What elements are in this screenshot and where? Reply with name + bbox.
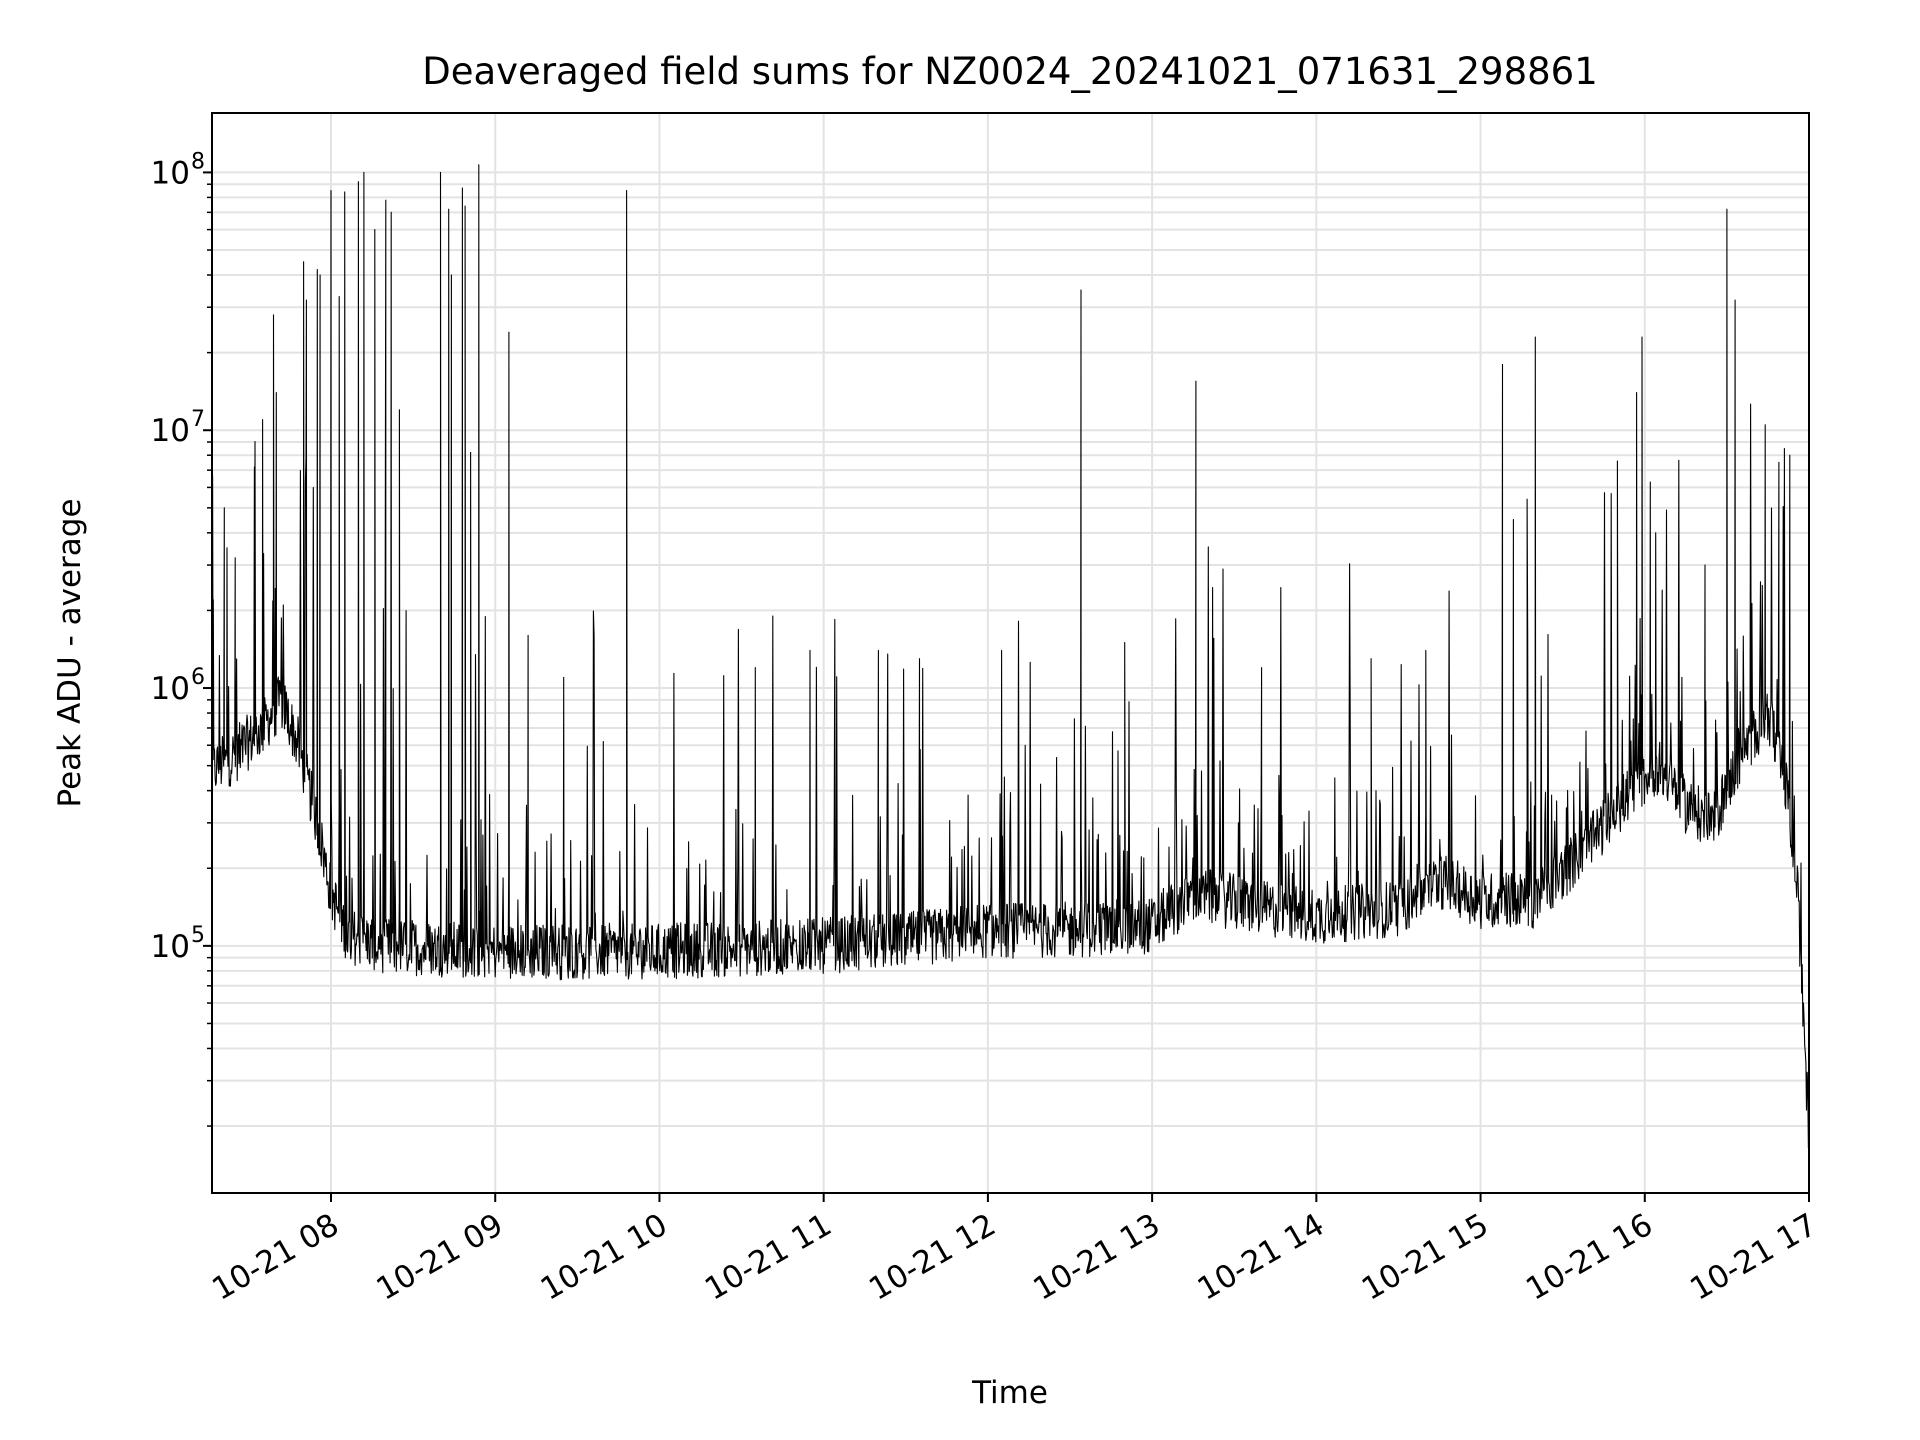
plot-area bbox=[211, 164, 1810, 1149]
x-axis-label: Time bbox=[971, 1375, 1048, 1411]
y-tick-label: 106 bbox=[151, 665, 205, 707]
y-tick-label: 105 bbox=[151, 923, 205, 965]
y-tick-label: 108 bbox=[151, 149, 205, 191]
y-axis-label: Peak ADU - average bbox=[52, 498, 88, 807]
series-line bbox=[211, 164, 1810, 1149]
plot-frame bbox=[211, 112, 1810, 1194]
chart-title: Deaveraged field sums for NZ0024_2024102… bbox=[422, 50, 1598, 93]
y-tick-label: 107 bbox=[151, 407, 205, 449]
